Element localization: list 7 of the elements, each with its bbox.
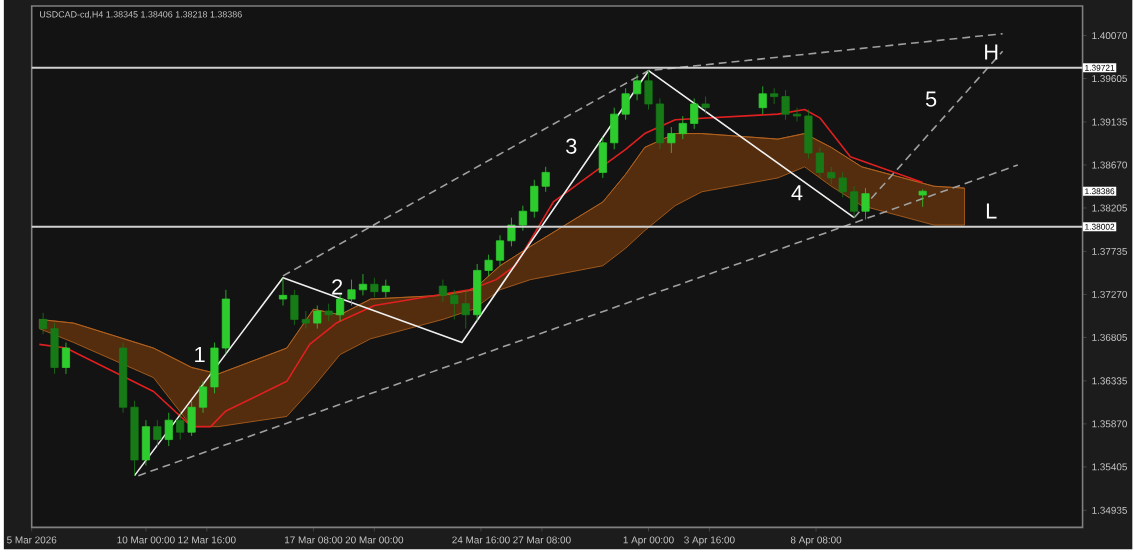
annotation: L: [986, 203, 997, 219]
annotation: 4: [791, 185, 803, 201]
annotation: H: [985, 44, 998, 60]
annotation: 5: [925, 91, 937, 107]
annotation: 1: [195, 347, 205, 363]
annotation: 3: [566, 138, 577, 154]
annotation: 2: [332, 279, 343, 295]
